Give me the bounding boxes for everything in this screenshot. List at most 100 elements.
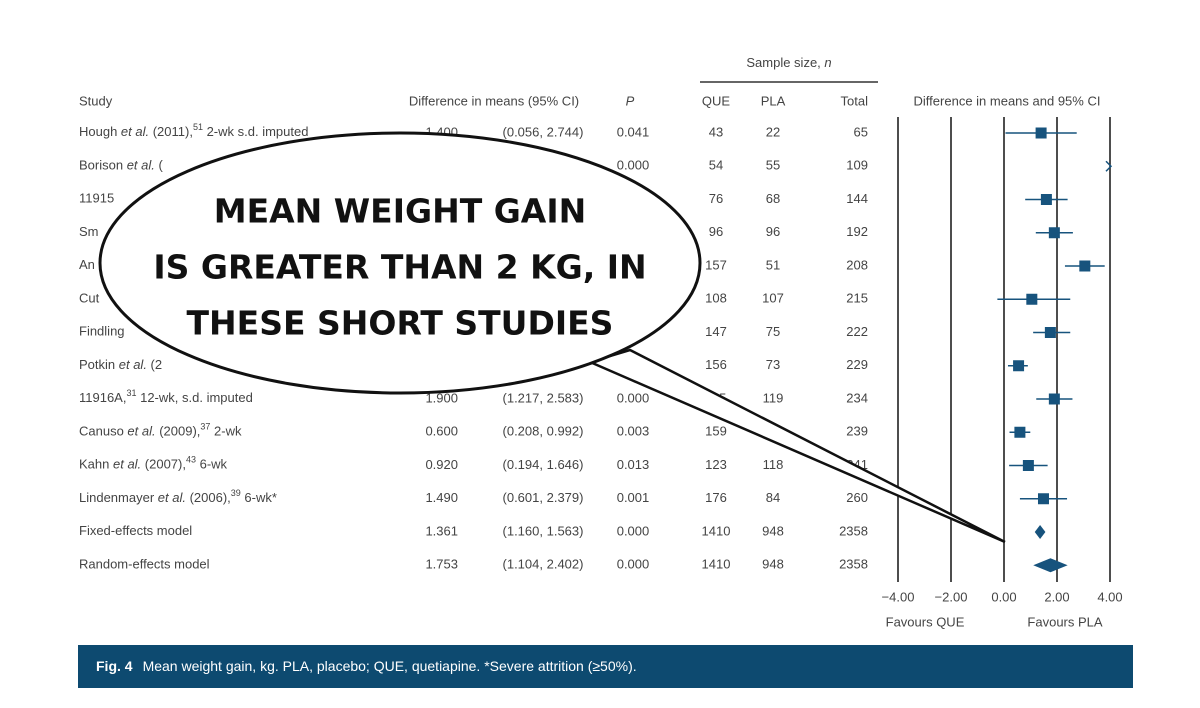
text-segment: et al. bbox=[127, 158, 155, 173]
que-n: 147 bbox=[705, 324, 727, 339]
pla-n: 55 bbox=[766, 158, 780, 173]
text-segment: (2006), bbox=[186, 490, 231, 505]
pla-n: 118 bbox=[763, 457, 784, 472]
total-n: 2358 bbox=[839, 523, 868, 538]
text-segment: An bbox=[79, 257, 95, 272]
point-estimate bbox=[1026, 293, 1038, 305]
total-n: 65 bbox=[854, 124, 868, 139]
point-estimate bbox=[1079, 260, 1091, 272]
text-segment: (2011), bbox=[149, 124, 193, 139]
que-n: 176 bbox=[705, 490, 727, 505]
caption-box bbox=[78, 645, 1133, 688]
column-header: Total bbox=[841, 93, 869, 108]
que-n: 43 bbox=[709, 124, 723, 139]
pla-n: 75 bbox=[766, 324, 780, 339]
total-n: 222 bbox=[846, 324, 868, 339]
que-n: 108 bbox=[705, 291, 727, 306]
que-n: 123 bbox=[705, 457, 727, 472]
p-value: 0.003 bbox=[617, 424, 650, 439]
que-n: 96 bbox=[709, 224, 723, 239]
study-label: Sm bbox=[79, 224, 99, 239]
mean-label: 1.490 bbox=[425, 490, 458, 505]
mean-label: 1.753 bbox=[425, 557, 458, 572]
text-segment: Sm bbox=[79, 224, 99, 239]
point-estimate bbox=[1048, 393, 1060, 405]
x-tick-label: −2.00 bbox=[935, 589, 968, 604]
text-segment: 12-wk, s.d. imputed bbox=[136, 390, 252, 405]
p-value: 0.001 bbox=[617, 490, 650, 505]
text-segment: Borison bbox=[79, 158, 127, 173]
text-segment: Sample size, bbox=[746, 55, 824, 70]
total-n: 229 bbox=[846, 357, 868, 372]
total-n: 215 bbox=[846, 291, 868, 306]
caption: Fig. 4 Mean weight gain, kg. PLA, placebo… bbox=[96, 658, 637, 674]
point-estimate bbox=[1048, 227, 1060, 239]
total-n: 234 bbox=[846, 390, 868, 405]
total-n: 2358 bbox=[839, 557, 868, 572]
study-label: Hough et al. (2011),51 2-wk s.d. imputed bbox=[79, 122, 308, 139]
text-segment: 51 bbox=[193, 122, 203, 132]
que-n: 76 bbox=[709, 191, 723, 206]
study-label: Cut bbox=[79, 291, 100, 306]
p-value: 0.000 bbox=[617, 557, 650, 572]
study-label: Borison et al. ( bbox=[79, 158, 164, 173]
favours-label: Favours QUE bbox=[886, 614, 965, 629]
text-segment: Cut bbox=[79, 291, 100, 306]
que-n: 54 bbox=[709, 158, 723, 173]
bubble bbox=[98, 131, 702, 395]
text-segment: (2007), bbox=[141, 457, 186, 472]
x-tick-label: −4.00 bbox=[882, 589, 915, 604]
pla-n: 51 bbox=[766, 257, 780, 272]
total-n: 239 bbox=[846, 424, 868, 439]
ci-label: (1.104, 2.402) bbox=[503, 557, 584, 572]
text-segment: 6-wk bbox=[196, 457, 228, 472]
bubble-text: MEAN WEIGHT GAIN bbox=[214, 192, 586, 231]
point-estimate bbox=[1013, 360, 1025, 372]
ci-label: (0.194, 1.646) bbox=[503, 457, 584, 472]
p-value: 0.000 bbox=[617, 158, 650, 173]
study-label: Random-effects model bbox=[79, 557, 210, 572]
pla-n: 68 bbox=[766, 191, 780, 206]
bubble-tail bbox=[586, 348, 1006, 544]
study-label: Fixed-effects model bbox=[79, 523, 192, 538]
text-segment: 31 bbox=[126, 388, 136, 398]
text-segment: n bbox=[824, 55, 831, 70]
bubble-text: THESE SHORT STUDIES bbox=[187, 304, 614, 343]
point-estimate bbox=[1044, 327, 1056, 338]
que-n: 1410 bbox=[702, 557, 731, 572]
text-segment: et al. bbox=[121, 124, 149, 139]
x-tick-label: 4.00 bbox=[1097, 589, 1122, 604]
text-segment: et al. bbox=[127, 424, 155, 439]
text-segment: 37 bbox=[200, 422, 210, 432]
text-segment: Lindenmayer bbox=[79, 490, 158, 505]
column-header: QUE bbox=[702, 93, 731, 108]
total-n: 192 bbox=[846, 224, 868, 239]
text-segment: (2 bbox=[147, 357, 162, 372]
study-label: Kahn et al. (2007),43 6-wk bbox=[79, 455, 228, 472]
pla-n: 96 bbox=[766, 224, 780, 239]
ci-label: (0.601, 2.379) bbox=[503, 490, 584, 505]
study-label: Findling bbox=[79, 324, 125, 339]
text-segment: Canuso bbox=[79, 424, 127, 439]
que-n: 156 bbox=[705, 357, 727, 372]
x-tick-label: 0.00 bbox=[991, 589, 1016, 604]
caption-text: Mean weight gain, kg. PLA, placebo; QUE,… bbox=[143, 658, 637, 674]
text-segment: et al. bbox=[119, 357, 147, 372]
text-segment: et al. bbox=[113, 457, 141, 472]
sample-size-header: Sample size, n bbox=[746, 55, 831, 70]
text-segment: 11916A, bbox=[79, 390, 126, 405]
p-value: 0.000 bbox=[617, 523, 650, 538]
text-segment: Kahn bbox=[79, 457, 113, 472]
study-label: Canuso et al. (2009),37 2-wk bbox=[79, 422, 242, 439]
text-segment: Potkin bbox=[79, 357, 119, 372]
text-segment: et al. bbox=[158, 490, 186, 505]
point-estimate bbox=[1035, 127, 1047, 139]
summary-diamond bbox=[1034, 525, 1046, 539]
pla-n: 73 bbox=[766, 357, 780, 372]
summary-diamond bbox=[1033, 558, 1068, 573]
pla-n: 948 bbox=[762, 523, 784, 538]
mean-label: 1.361 bbox=[425, 523, 458, 538]
p-value: 0.041 bbox=[617, 124, 650, 139]
